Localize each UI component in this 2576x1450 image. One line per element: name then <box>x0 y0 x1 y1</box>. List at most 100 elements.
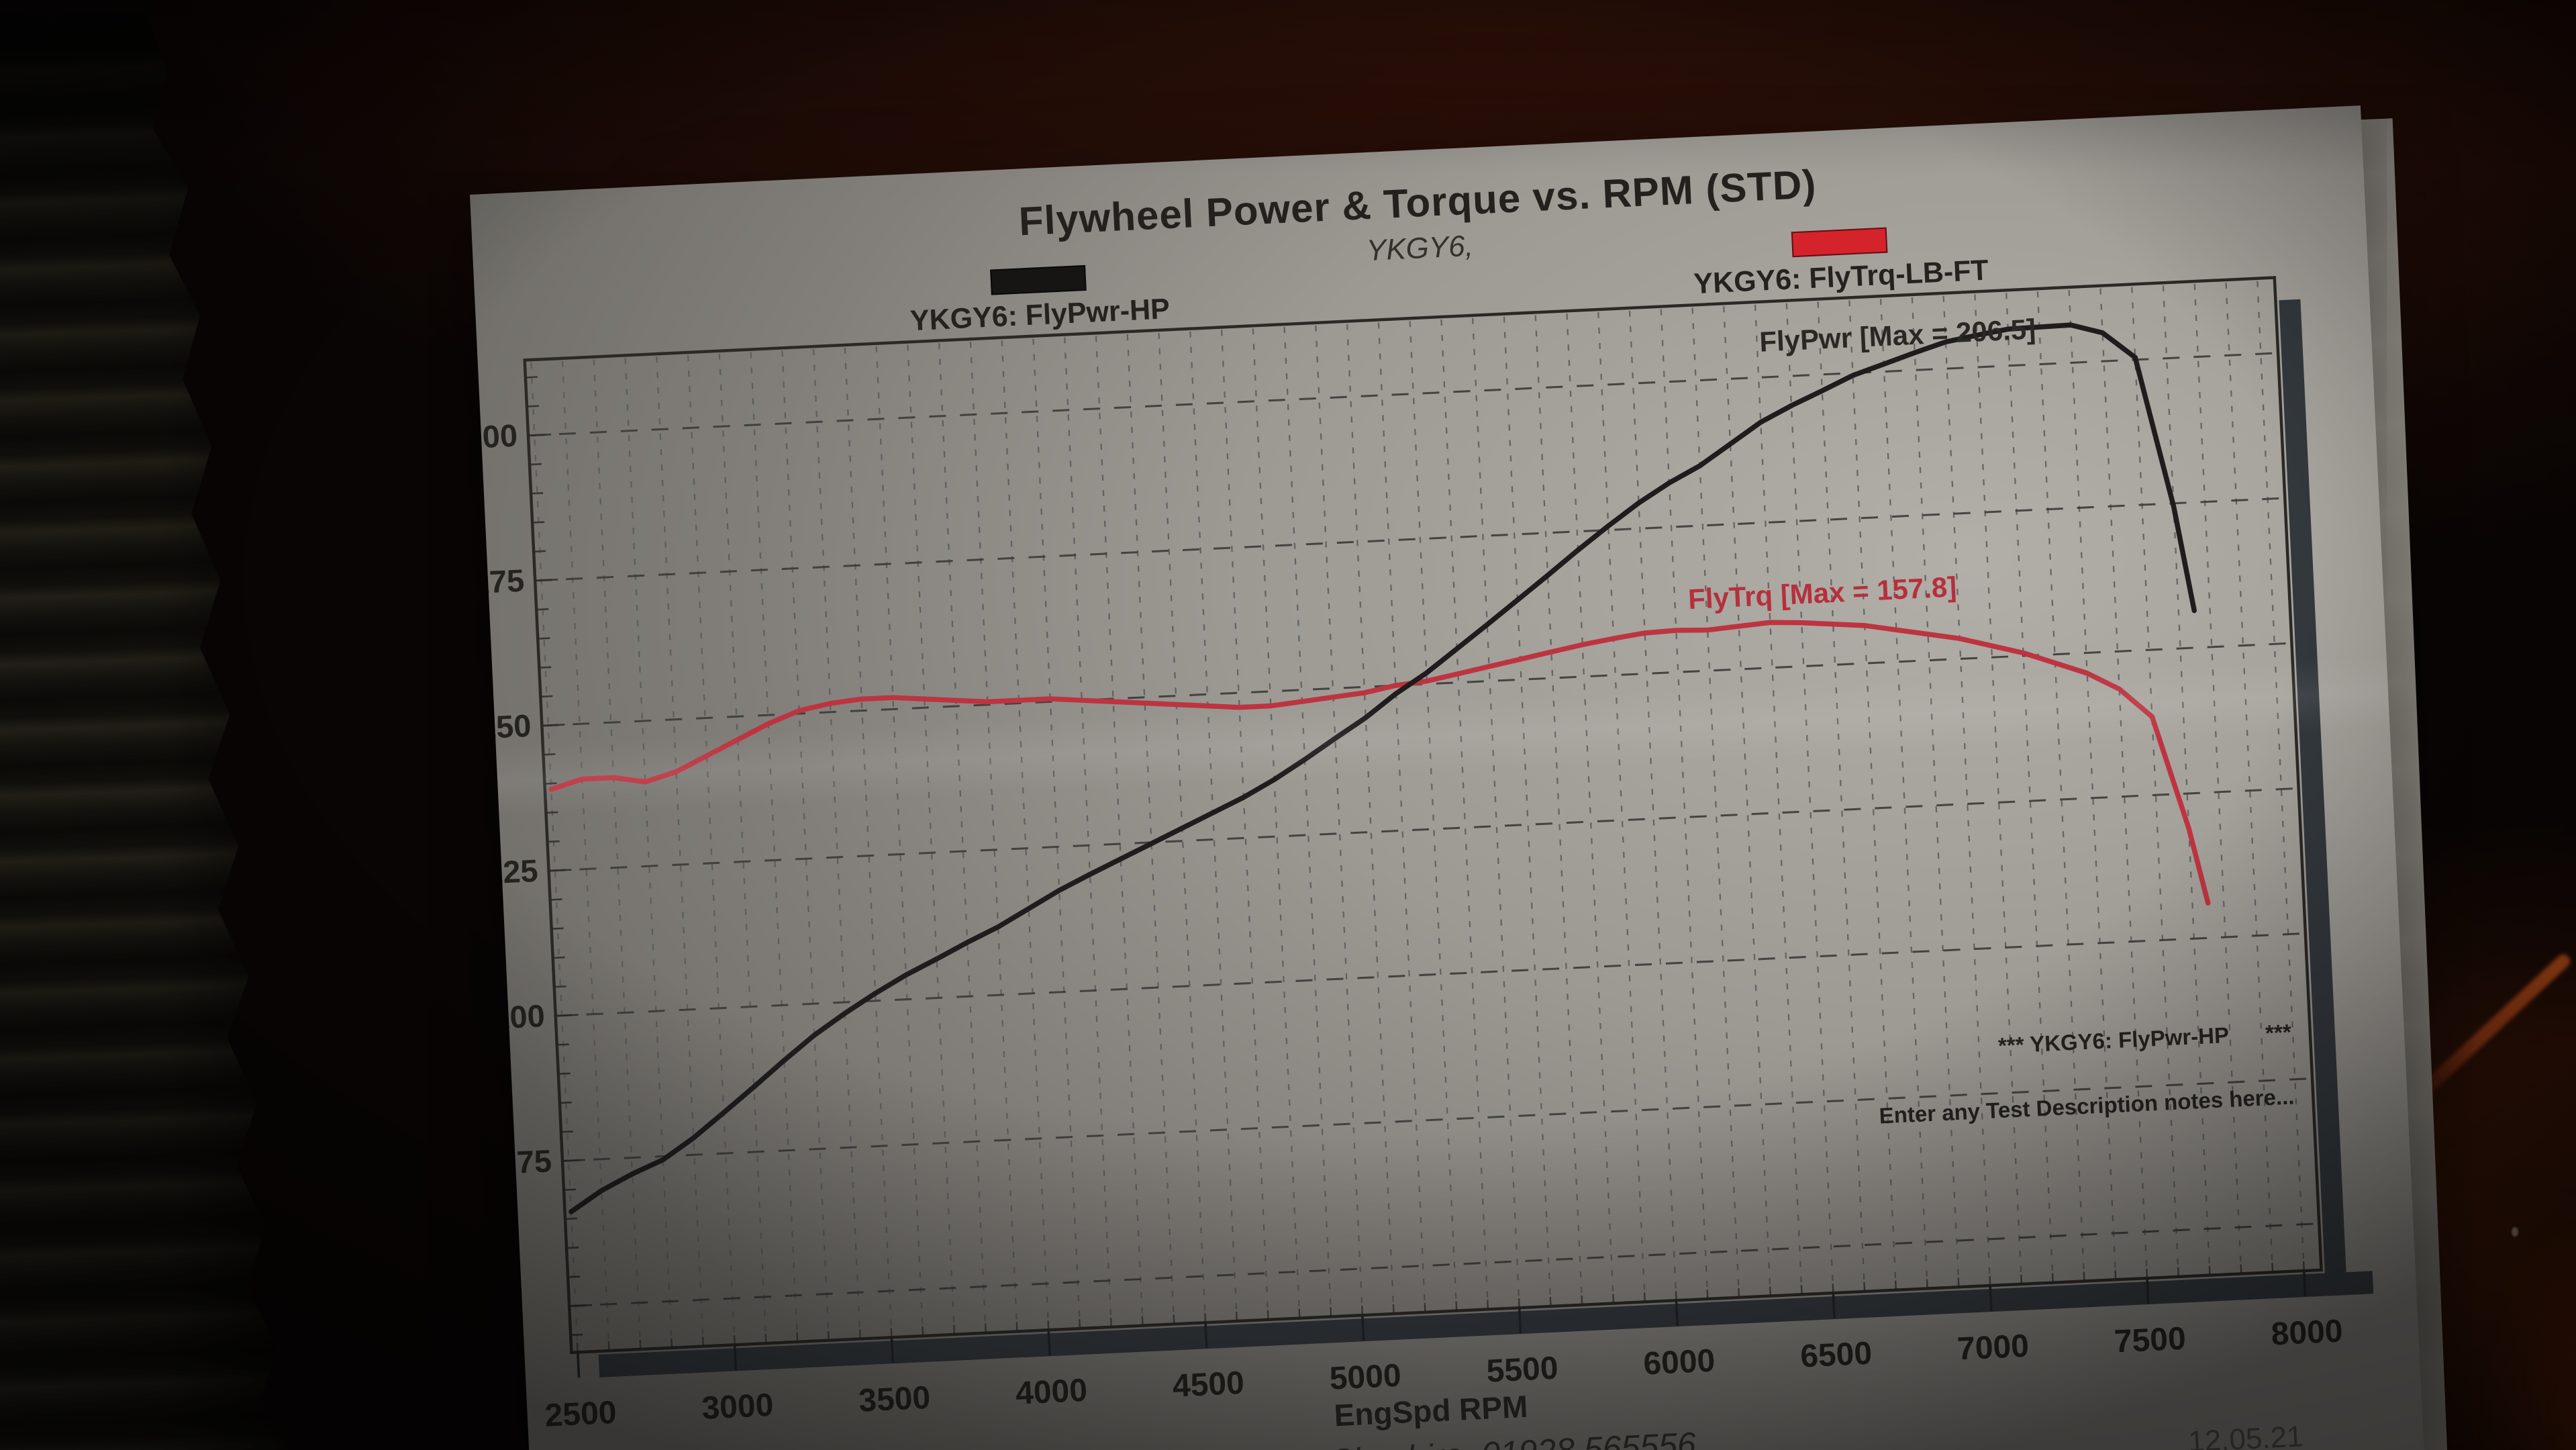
y-tick-label: 150 <box>478 708 532 746</box>
gridline-vertical <box>1032 338 1081 1329</box>
gridline-vertical <box>2257 281 2305 1271</box>
gridline-vertical <box>2068 289 2117 1280</box>
y-axis-tick <box>562 1159 585 1162</box>
x-axis-minor-tick <box>1989 1276 1991 1286</box>
x-axis-major-tick <box>1518 1308 1522 1334</box>
dyno-chart: 2500 3000 3500 4000 4500 5000 5500 6000 6500 7000… <box>470 276 2374 1434</box>
y-axis-tick <box>539 666 552 669</box>
gridline-vertical <box>530 362 579 1353</box>
x-axis-minor-tick <box>1015 1322 1018 1332</box>
chart-shadow-right <box>2279 299 2348 1296</box>
gridline-horizontal <box>569 1222 2320 1308</box>
gridline-vertical <box>1189 331 1238 1322</box>
y-tick-label: 100 <box>491 998 546 1036</box>
y-axis-tick <box>535 579 558 582</box>
x-tick-label: 3000 <box>701 1388 774 1427</box>
x-axis-minor-tick <box>1926 1279 1928 1289</box>
x-axis-minor-tick <box>1173 1314 1175 1324</box>
x-axis-minor-tick <box>1235 1311 1238 1322</box>
x-tick-label: 7500 <box>2114 1320 2187 1359</box>
gridline-vertical <box>1723 306 1771 1296</box>
paper-crease <box>495 655 2390 818</box>
x-axis-minor-tick <box>2302 1261 2305 1271</box>
y-axis-tick <box>560 1130 573 1133</box>
y-axis-tick <box>546 811 558 814</box>
fabric-texture <box>0 13 289 1450</box>
x-axis-minor-tick <box>1361 1306 1364 1316</box>
x-axis-minor-tick <box>1863 1282 1866 1292</box>
legend-item-power: YKGY6: FlyPwr-HP <box>903 261 1175 338</box>
gridline-vertical <box>750 352 799 1342</box>
x-tick-label: 5500 <box>1485 1351 1558 1390</box>
gridline-vertical <box>2036 291 2085 1282</box>
gridline-vertical <box>2099 288 2148 1279</box>
x-axis-minor-tick <box>1800 1285 1803 1295</box>
x-axis-minor-tick <box>2083 1271 2085 1282</box>
gridline-vertical <box>781 350 830 1341</box>
torque-curve <box>548 620 2211 906</box>
x-axis-major-tick <box>577 1352 581 1378</box>
y-axis-tick <box>532 521 545 524</box>
x-axis-minor-tick <box>1141 1316 1144 1326</box>
gridline-vertical <box>1942 295 1991 1286</box>
gridline-vertical <box>1628 310 1677 1301</box>
x-axis-minor-tick <box>1895 1280 1897 1290</box>
test-description-notes: *** YKGY6: FlyPwr-HP *** Enter any Test … <box>1838 1016 2295 1134</box>
gridline-vertical <box>1064 337 1112 1327</box>
x-axis-major-tick <box>890 1337 894 1363</box>
plot-frame <box>523 276 2323 1355</box>
gridline-vertical <box>1974 294 2023 1284</box>
x-axis-major-tick <box>1675 1300 1679 1326</box>
gridline-vertical <box>2193 284 2242 1274</box>
x-axis-minor-tick <box>1424 1302 1426 1312</box>
gridline-vertical <box>2225 282 2274 1273</box>
gridline-vertical <box>1597 311 1646 1302</box>
gridline-vertical <box>844 347 893 1338</box>
y-axis-tick <box>540 695 553 698</box>
x-axis-minor-tick <box>2051 1273 2054 1283</box>
y-axis-tick <box>555 1014 579 1017</box>
y-axis-tick <box>569 1304 593 1307</box>
y-axis-tick <box>558 1072 571 1075</box>
y-axis-tick <box>528 433 552 437</box>
y-axis-tick <box>559 1101 572 1104</box>
x-axis-minor-tick <box>1267 1310 1269 1320</box>
x-axis-minor-tick <box>828 1331 830 1341</box>
gridline-vertical <box>2131 287 2179 1277</box>
x-axis-minor-tick <box>1706 1289 1709 1300</box>
legend-item-torque: YKGY6: FlyTrq-LB-FT <box>1693 224 1989 301</box>
gridline-vertical <box>875 346 924 1337</box>
power-legend-label: YKGY6: FlyPwr-HP <box>909 293 1171 338</box>
gridline-horizontal <box>555 932 2306 1017</box>
y-axis-tick <box>529 463 542 466</box>
x-axis-minor-tick <box>576 1343 579 1353</box>
gridline-vertical <box>1095 336 1144 1326</box>
x-axis-major-tick <box>1361 1315 1365 1341</box>
gridline-vertical <box>1283 326 1332 1317</box>
x-tick-label: 6000 <box>1642 1343 1716 1382</box>
x-axis-minor-tick <box>1581 1295 1583 1305</box>
gridline-vertical <box>1472 318 1520 1308</box>
gridline-vertical <box>1660 309 1709 1300</box>
x-axis-minor-tick <box>1738 1288 1740 1298</box>
gridline-vertical <box>1817 301 1866 1292</box>
dust-speck <box>2512 1227 2518 1237</box>
x-axis-minor-tick <box>733 1335 736 1345</box>
gridline-vertical <box>1879 299 1928 1289</box>
y-axis-tick <box>534 550 546 553</box>
x-axis-major-tick <box>1832 1293 1836 1319</box>
x-axis-minor-tick <box>639 1339 642 1349</box>
gridline-vertical <box>2005 293 2054 1283</box>
x-axis-minor-tick <box>922 1326 924 1337</box>
gridline-vertical <box>938 343 987 1333</box>
torque-legend-label: YKGY6: FlyTrq-LB-FT <box>1693 254 1989 301</box>
gridline-vertical <box>718 353 767 1344</box>
chart-shadow-bottom <box>598 1271 2374 1378</box>
x-axis-minor-tick <box>671 1338 673 1348</box>
gridline-vertical <box>624 358 673 1348</box>
x-tick-label: 2500 <box>544 1395 617 1434</box>
x-tick-label: 8000 <box>2271 1313 2344 1352</box>
x-axis-major-tick <box>2146 1277 2150 1304</box>
x-tick-label: 4000 <box>1015 1373 1088 1412</box>
x-axis-minor-tick <box>2271 1263 2274 1273</box>
